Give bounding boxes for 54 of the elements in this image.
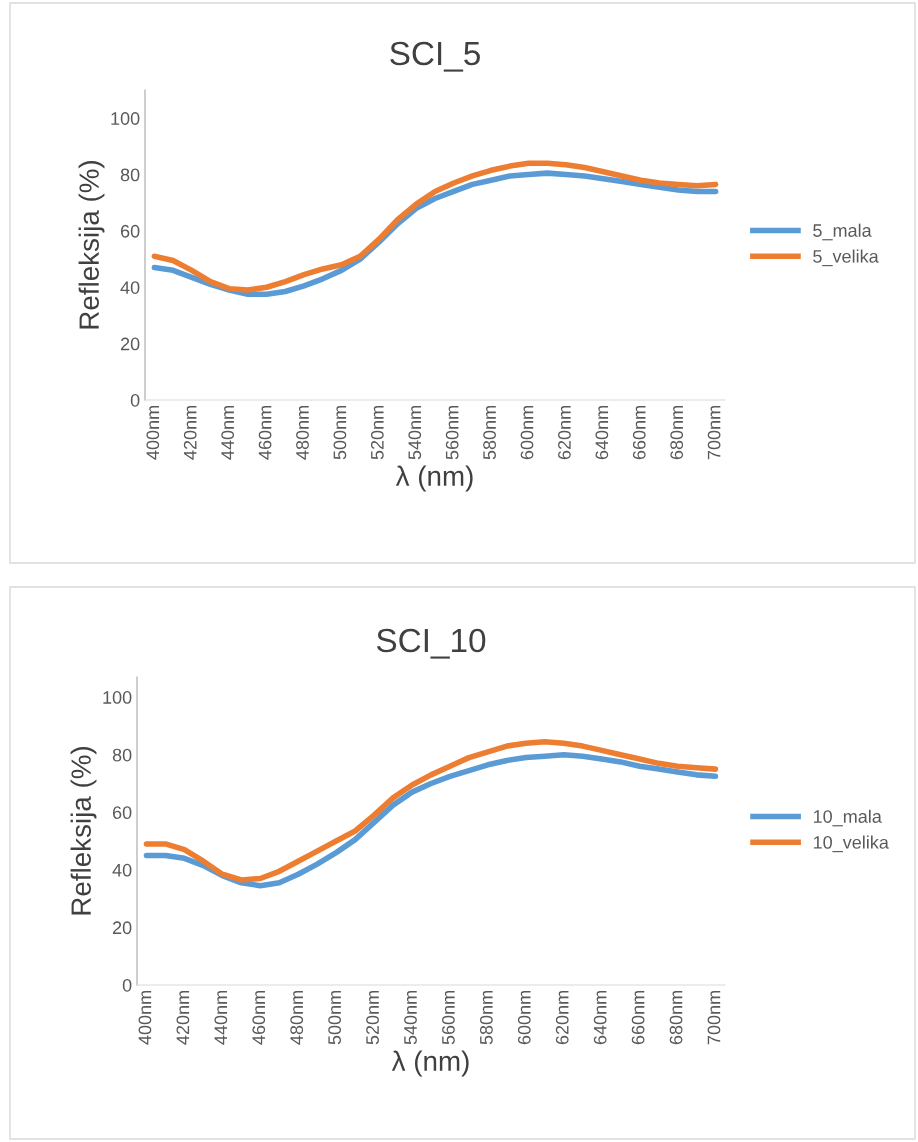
x-tick-label: 560nm <box>442 991 455 1045</box>
x-tick-label: 420nm <box>183 406 197 460</box>
x-tick-label: 680nm <box>670 406 684 460</box>
x-tick-label: 620nm <box>558 406 571 460</box>
x-tick-label: 660nm <box>631 991 645 1045</box>
x-tick-label: 460nm <box>258 406 272 460</box>
x-tick-label: 400nm <box>138 991 152 1045</box>
x-tick-label: 460nm <box>252 991 266 1045</box>
x-tick-label: 620nm <box>555 991 569 1045</box>
y-tick-label: 100 <box>103 691 132 704</box>
x-tick-label: 440nm <box>214 991 228 1045</box>
x-tick-label: 400nm <box>146 406 160 460</box>
x-tick-label: 700nm <box>707 991 721 1045</box>
x-tick-label: 640nm <box>595 406 609 460</box>
y-tick-label: 80 <box>120 168 140 182</box>
x-tick-label: 640nm <box>593 991 607 1045</box>
x-tick-label: 500nm <box>328 991 342 1045</box>
y-tick-label: 100 <box>111 112 140 125</box>
x-tick-label: 580nm <box>479 991 493 1045</box>
x-tick-label: 600nm <box>520 406 534 460</box>
y-tick-label: 0 <box>122 978 132 992</box>
y-axis-title: Refleksija (%) <box>78 161 105 329</box>
y-tick-label: 20 <box>112 921 132 935</box>
x-axis-title: λ (nm) <box>395 465 473 492</box>
x-tick-label: 700nm <box>707 406 721 460</box>
legend-label: 10_velika <box>813 835 889 853</box>
y-tick-label: 40 <box>112 863 132 877</box>
x-tick-label: 660nm <box>632 406 646 460</box>
x-tick-label: 520nm <box>370 406 384 460</box>
y-tick-label: 80 <box>112 748 132 762</box>
x-axis-title: λ (nm) <box>391 1050 469 1077</box>
x-tick-label: 440nm <box>221 406 235 460</box>
x-tick-label: 500nm <box>333 406 347 460</box>
y-tick-label: 60 <box>120 224 140 238</box>
x-tick-label: 480nm <box>290 991 304 1045</box>
legend-label: 5_velika <box>813 249 879 267</box>
y-axis-title: Refleksija (%) <box>70 747 97 915</box>
y-tick-label: 40 <box>120 281 140 294</box>
x-tick-label: 480nm <box>296 406 309 460</box>
legend-label: 5_mala <box>813 223 872 241</box>
x-tick-label: 540nm <box>404 991 417 1045</box>
x-tick-label: 420nm <box>176 991 190 1045</box>
x-tick-label: 600nm <box>517 991 531 1045</box>
x-tick-label: 560nm <box>445 406 459 460</box>
y-tick-label: 0 <box>130 393 140 407</box>
y-tick-label: 20 <box>120 337 140 351</box>
x-tick-label: 680nm <box>669 991 683 1045</box>
y-tick-label: 60 <box>112 806 132 820</box>
chart-title: SCI_5 <box>390 41 480 72</box>
legend-label: 10_mala <box>813 809 882 827</box>
x-tick-label: 540nm <box>408 406 422 460</box>
chart-title: SCI_10 <box>376 628 486 659</box>
x-tick-label: 580nm <box>483 406 496 460</box>
x-tick-label: 520nm <box>366 991 379 1045</box>
